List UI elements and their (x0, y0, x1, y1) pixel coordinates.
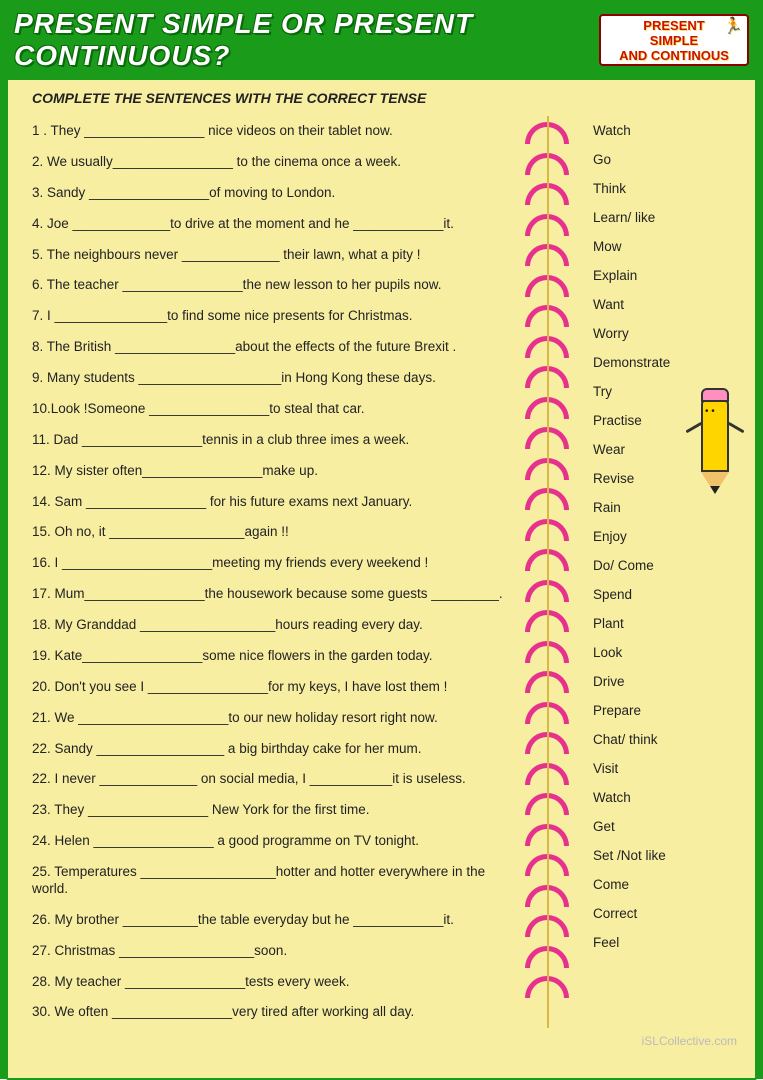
question-item: 9. Many students ___________________in H… (32, 363, 517, 394)
corner-badge: 🏃 PRESENT SIMPLE AND CONTINOUS (599, 14, 749, 66)
verb-item: Prepare (593, 696, 741, 725)
runner-icon: 🏃 (723, 18, 743, 36)
question-item: 27. Christmas __________________soon. (32, 936, 517, 967)
question-item: 22. Sandy _________________ a big birthd… (32, 734, 517, 765)
spiral-centerline (547, 116, 549, 1028)
question-item: 15. Oh no, it __________________again !! (32, 517, 517, 548)
verb-item: Learn/ like (593, 203, 741, 232)
question-item: 11. Dad ________________tennis in a club… (32, 425, 517, 456)
verb-item: Plant (593, 609, 741, 638)
question-item: 22. I never _____________ on social medi… (32, 764, 517, 795)
worksheet-page: PRESENT SIMPLE OR PRESENT CONTINUOUS? 🏃 … (0, 0, 763, 1079)
question-item: 6. The teacher ________________the new l… (32, 270, 517, 301)
question-item: 5. The neighbours never _____________ th… (32, 240, 517, 271)
verb-item: Look (593, 638, 741, 667)
verb-item: Come (593, 870, 741, 899)
question-item: 28. My teacher ________________tests eve… (32, 967, 517, 998)
badge-line3: AND CONTINOUS (601, 49, 747, 64)
question-item: 30. We often ________________very tired … (32, 997, 517, 1028)
question-item: 3. Sandy ________________of moving to Lo… (32, 178, 517, 209)
verb-item: Enjoy (593, 522, 741, 551)
verb-item: Worry (593, 319, 741, 348)
verb-item: Drive (593, 667, 741, 696)
verb-item: Set /Not like (593, 841, 741, 870)
verb-item: Go (593, 145, 741, 174)
question-item: 14. Sam ________________ for his future … (32, 487, 517, 518)
pencil-mascot: • • (687, 376, 743, 506)
verb-item: Explain (593, 261, 741, 290)
question-item: 21. We ____________________to our new ho… (32, 703, 517, 734)
verb-item: Chat/ think (593, 725, 741, 754)
spiral-binding (517, 116, 577, 1028)
question-item: 16. I ____________________meeting my fri… (32, 548, 517, 579)
verb-item: Demonstrate (593, 348, 741, 377)
question-item: 17. Mum________________the housework bec… (32, 579, 517, 610)
verb-item: Do/ Come (593, 551, 741, 580)
question-item: 7. I _______________to find some nice pr… (32, 301, 517, 332)
questions-column: 1 . They ________________ nice videos on… (32, 116, 517, 1028)
question-item: 10.Look !Someone ________________to stea… (32, 394, 517, 425)
question-item: 19. Kate________________some nice flower… (32, 641, 517, 672)
question-item: 20. Don't you see I ________________for … (32, 672, 517, 703)
title-bar: PRESENT SIMPLE OR PRESENT CONTINUOUS? 🏃 … (6, 6, 757, 78)
verb-item: Think (593, 174, 741, 203)
worksheet-body: COMPLETE THE SENTENCES WITH THE CORRECT … (6, 78, 757, 1080)
question-item: 1 . They ________________ nice videos on… (32, 116, 517, 147)
verbs-column: • • WatchGoThinkLearn/ likeMowExplainWan… (577, 116, 741, 1028)
question-item: 12. My sister often________________make … (32, 456, 517, 487)
watermark-text: iSLCollective.com (642, 1034, 737, 1048)
verb-item: Mow (593, 232, 741, 261)
question-item: 23. They ________________ New York for t… (32, 795, 517, 826)
verb-item: Watch (593, 116, 741, 145)
verb-item: Want (593, 290, 741, 319)
verb-item: Spend (593, 580, 741, 609)
question-item: 4. Joe _____________to drive at the mome… (32, 209, 517, 240)
verb-item: Watch (593, 783, 741, 812)
question-item: 24. Helen ________________ a good progra… (32, 826, 517, 857)
instruction-text: COMPLETE THE SENTENCES WITH THE CORRECT … (32, 90, 741, 106)
question-item: 8. The British ________________about the… (32, 332, 517, 363)
question-item: 2. We usually________________ to the cin… (32, 147, 517, 178)
verb-item: Get (593, 812, 741, 841)
question-item: 18. My Granddad __________________hours … (32, 610, 517, 641)
verb-item: Visit (593, 754, 741, 783)
content-row: 1 . They ________________ nice videos on… (32, 116, 741, 1028)
verb-item: Correct (593, 899, 741, 928)
verb-item: Feel (593, 928, 741, 957)
question-item: 25. Temperatures __________________hotte… (32, 857, 517, 905)
page-title: PRESENT SIMPLE OR PRESENT CONTINUOUS? (14, 8, 591, 72)
question-item: 26. My brother __________the table every… (32, 905, 517, 936)
